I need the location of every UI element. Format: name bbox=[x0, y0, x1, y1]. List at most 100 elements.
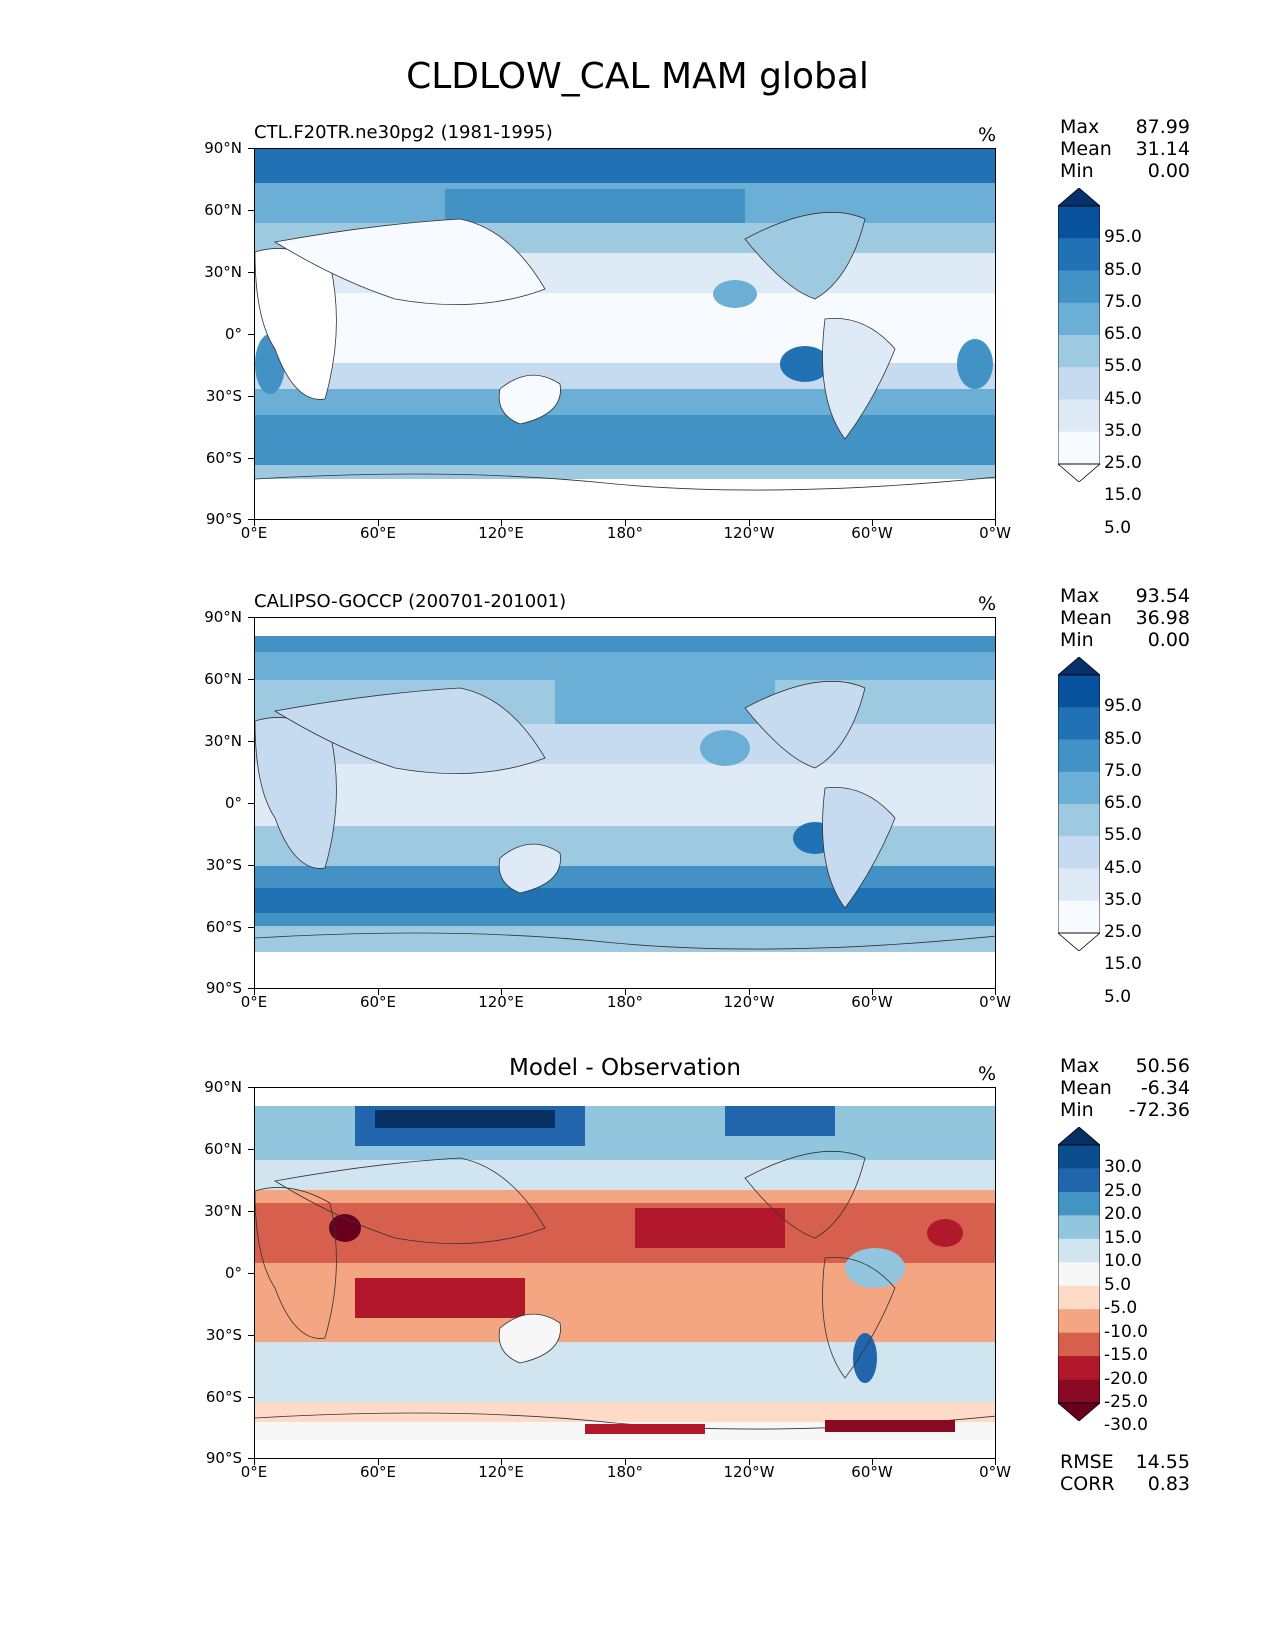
lon-tick bbox=[995, 1459, 996, 1465]
colorbar-tick-label: 25.0 bbox=[1104, 453, 1142, 473]
coastline-australia bbox=[498, 843, 561, 894]
lon-tick-label: 0°W bbox=[979, 1463, 1011, 1481]
colorbar-tick-label: 95.0 bbox=[1104, 227, 1142, 248]
colorbar-segment bbox=[1058, 1379, 1100, 1404]
colorbar-segment bbox=[1058, 399, 1100, 433]
lon-tick-label: 60°W bbox=[851, 524, 893, 542]
coastline-africa bbox=[255, 1187, 337, 1339]
stats-block: Max 50.56 Mean -6.34 Min -72.36 bbox=[1060, 1055, 1190, 1121]
lat-tick-label: 90°N bbox=[204, 1078, 242, 1096]
colorbar-segment bbox=[1058, 804, 1100, 837]
colorbar-tick-label: 65.0 bbox=[1104, 793, 1142, 813]
units-label: % bbox=[978, 1063, 997, 1085]
colorbar-tick-label: 45.0 bbox=[1104, 388, 1142, 409]
map-field bbox=[255, 618, 995, 988]
colorbar-segment bbox=[1058, 900, 1100, 934]
colorbar-segment bbox=[1058, 238, 1100, 271]
lon-tick-label: 120°E bbox=[478, 993, 524, 1011]
field-blob bbox=[713, 280, 757, 308]
colorbar-segment bbox=[1058, 1191, 1100, 1216]
stat-row: Max 87.99 bbox=[1060, 116, 1190, 138]
colorbar-extend-bottom bbox=[1058, 932, 1100, 951]
lat-tick bbox=[248, 741, 254, 742]
colorbar-tick-label: 85.0 bbox=[1104, 728, 1142, 749]
colorbar bbox=[1058, 1127, 1100, 1421]
field-blob bbox=[780, 346, 830, 382]
field-band bbox=[255, 149, 995, 183]
colorbar-segment bbox=[1058, 431, 1100, 465]
field-blob bbox=[957, 339, 993, 389]
colorbar bbox=[1058, 657, 1100, 951]
lat-tick bbox=[248, 927, 254, 928]
stat-label: Min bbox=[1060, 1099, 1094, 1121]
colorbar-segment bbox=[1058, 270, 1100, 304]
colorbar-tick-label: 65.0 bbox=[1104, 324, 1142, 344]
colorbar bbox=[1058, 188, 1100, 482]
colorbar-tick-label: -20.0 bbox=[1104, 1368, 1148, 1389]
stat-value: 0.00 bbox=[1147, 629, 1190, 651]
lat-tick-label: 30°S bbox=[205, 1326, 242, 1344]
colorbar-segment bbox=[1058, 836, 1100, 869]
lon-tick bbox=[872, 989, 873, 995]
colorbar-extend-bottom bbox=[1058, 1402, 1100, 1421]
lon-tick-label: 120°W bbox=[723, 524, 775, 542]
lon-tick bbox=[501, 520, 502, 526]
coastline-north-america bbox=[744, 211, 866, 300]
lat-tick-label: 30°S bbox=[205, 387, 242, 405]
colorbar-segment bbox=[1058, 1168, 1100, 1193]
lat-tick bbox=[248, 1458, 254, 1459]
colorbar-tick-label: 25.0 bbox=[1104, 922, 1142, 942]
lat-tick bbox=[248, 396, 254, 397]
map-field bbox=[255, 149, 995, 519]
map-area bbox=[254, 1087, 996, 1459]
stat-row: Max 50.56 bbox=[1060, 1055, 1190, 1077]
lon-tick bbox=[378, 1459, 379, 1465]
stat-value: 93.54 bbox=[1135, 585, 1190, 607]
field-band bbox=[255, 1342, 995, 1402]
colorbar-tick-label: 5.0 bbox=[1104, 986, 1132, 1007]
stat-value: 31.14 bbox=[1135, 138, 1190, 160]
metric-row: RMSE 14.55 bbox=[1060, 1451, 1190, 1473]
lat-tick-label: 30°N bbox=[204, 732, 242, 750]
metric-label: RMSE bbox=[1060, 1451, 1114, 1473]
stat-row: Mean 36.98 bbox=[1060, 607, 1190, 629]
lat-tick-label: 90°S bbox=[205, 1449, 242, 1467]
colorbar-tick-label: -15.0 bbox=[1104, 1345, 1148, 1366]
lat-tick bbox=[248, 617, 254, 618]
lon-tick-label: 180° bbox=[606, 524, 644, 542]
field-band bbox=[375, 1110, 555, 1128]
lon-tick bbox=[749, 989, 750, 995]
lat-tick-label: 0° bbox=[224, 794, 242, 812]
lat-tick-label: 60°N bbox=[204, 670, 242, 688]
lat-tick bbox=[248, 1211, 254, 1212]
panel-observation: CALIPSO-GOCCP (200701-201001) % bbox=[0, 585, 1275, 1051]
stat-value: -72.36 bbox=[1128, 1099, 1190, 1121]
coastline-australia bbox=[498, 1313, 561, 1364]
lon-tick bbox=[501, 1459, 502, 1465]
colorbar-segment bbox=[1058, 771, 1100, 805]
colorbar-extend-top bbox=[1058, 1127, 1100, 1146]
field-band bbox=[255, 389, 995, 415]
field-blob bbox=[853, 1333, 877, 1383]
lon-tick bbox=[995, 989, 996, 995]
units-label: % bbox=[978, 593, 997, 615]
colorbar-tick-label: 35.0 bbox=[1104, 420, 1142, 441]
colorbar-segment bbox=[1058, 1309, 1100, 1334]
field-blob bbox=[927, 1219, 963, 1247]
field-blob bbox=[585, 1424, 705, 1434]
lat-tick bbox=[248, 865, 254, 866]
coastline-south-america bbox=[822, 1257, 896, 1379]
map-field bbox=[255, 1088, 995, 1458]
lat-tick bbox=[248, 1273, 254, 1274]
lon-tick-label: 120°W bbox=[723, 993, 775, 1011]
lon-tick bbox=[625, 989, 626, 995]
lat-tick-label: 30°N bbox=[204, 1202, 242, 1220]
lat-tick-label: 60°N bbox=[204, 1140, 242, 1158]
panel-model: CTL.F20TR.ne30pg2 (1981-1995) % bbox=[0, 116, 1275, 582]
lat-tick bbox=[248, 458, 254, 459]
lat-tick bbox=[248, 334, 254, 335]
coastline-south-america bbox=[822, 787, 896, 909]
lon-tick-label: 0°W bbox=[979, 524, 1011, 542]
field-band bbox=[255, 926, 995, 952]
colorbar-frame bbox=[1058, 1144, 1100, 1404]
